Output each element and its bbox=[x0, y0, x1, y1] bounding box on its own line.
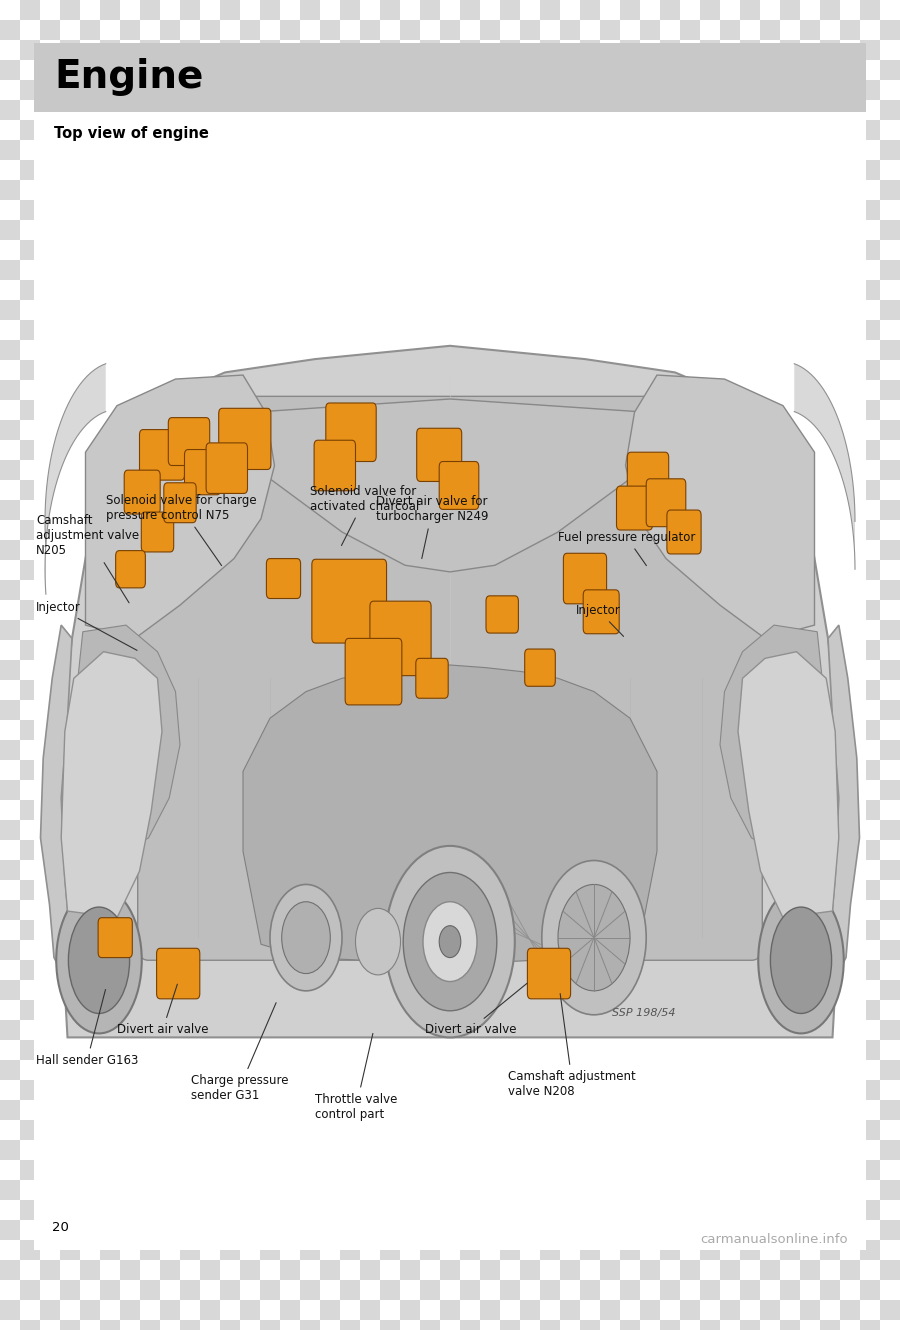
Text: Hall sender G163: Hall sender G163 bbox=[36, 990, 139, 1067]
FancyBboxPatch shape bbox=[525, 649, 555, 686]
FancyBboxPatch shape bbox=[34, 43, 866, 112]
FancyBboxPatch shape bbox=[314, 440, 356, 491]
Polygon shape bbox=[86, 375, 274, 638]
Circle shape bbox=[356, 908, 400, 975]
FancyBboxPatch shape bbox=[370, 601, 431, 676]
FancyBboxPatch shape bbox=[563, 553, 607, 604]
FancyBboxPatch shape bbox=[312, 559, 387, 644]
Polygon shape bbox=[40, 625, 72, 978]
Ellipse shape bbox=[56, 887, 142, 1033]
Ellipse shape bbox=[770, 907, 832, 1013]
FancyBboxPatch shape bbox=[140, 430, 184, 480]
FancyBboxPatch shape bbox=[527, 948, 571, 999]
FancyBboxPatch shape bbox=[115, 551, 145, 588]
Polygon shape bbox=[828, 625, 859, 978]
Text: Top view of engine: Top view of engine bbox=[54, 125, 209, 141]
Text: Solenoid valve for
activated charcoal: Solenoid valve for activated charcoal bbox=[310, 484, 419, 545]
Text: Divert air valve: Divert air valve bbox=[425, 983, 527, 1036]
Polygon shape bbox=[54, 346, 846, 1037]
Polygon shape bbox=[626, 375, 814, 638]
Text: Fuel pressure regulator: Fuel pressure regulator bbox=[558, 531, 696, 565]
Circle shape bbox=[385, 846, 515, 1037]
FancyBboxPatch shape bbox=[164, 483, 196, 523]
FancyBboxPatch shape bbox=[616, 485, 652, 531]
FancyBboxPatch shape bbox=[138, 396, 762, 960]
FancyBboxPatch shape bbox=[439, 462, 479, 509]
FancyBboxPatch shape bbox=[266, 559, 301, 598]
FancyBboxPatch shape bbox=[168, 418, 210, 466]
Text: carmanualsonline.info: carmanualsonline.info bbox=[700, 1233, 848, 1246]
Polygon shape bbox=[720, 625, 824, 854]
FancyBboxPatch shape bbox=[627, 452, 669, 500]
Text: Injector: Injector bbox=[576, 604, 624, 637]
Circle shape bbox=[270, 884, 342, 991]
FancyBboxPatch shape bbox=[646, 479, 686, 527]
Text: Camshaft adjustment
valve N208: Camshaft adjustment valve N208 bbox=[508, 994, 636, 1099]
FancyBboxPatch shape bbox=[98, 918, 132, 958]
Polygon shape bbox=[252, 399, 648, 572]
Text: Engine: Engine bbox=[54, 59, 203, 96]
Circle shape bbox=[558, 884, 630, 991]
FancyBboxPatch shape bbox=[345, 638, 401, 705]
Circle shape bbox=[282, 902, 330, 974]
Text: Divert air valve for
turbocharger N249: Divert air valve for turbocharger N249 bbox=[376, 495, 489, 559]
FancyBboxPatch shape bbox=[486, 596, 518, 633]
Text: Throttle valve
control part: Throttle valve control part bbox=[315, 1033, 398, 1121]
Circle shape bbox=[542, 861, 646, 1015]
FancyBboxPatch shape bbox=[417, 428, 462, 481]
Ellipse shape bbox=[758, 887, 844, 1033]
Text: SSP 198/54: SSP 198/54 bbox=[612, 1008, 676, 1019]
FancyBboxPatch shape bbox=[34, 43, 866, 1250]
FancyBboxPatch shape bbox=[326, 403, 376, 462]
Text: 20: 20 bbox=[52, 1221, 69, 1234]
FancyBboxPatch shape bbox=[141, 512, 174, 552]
FancyBboxPatch shape bbox=[184, 450, 220, 495]
Text: Camshaft
adjustment valve
N205: Camshaft adjustment valve N205 bbox=[36, 515, 140, 602]
FancyBboxPatch shape bbox=[206, 443, 248, 493]
Circle shape bbox=[403, 872, 497, 1011]
FancyBboxPatch shape bbox=[124, 471, 160, 515]
FancyBboxPatch shape bbox=[157, 948, 200, 999]
Polygon shape bbox=[61, 652, 162, 918]
Polygon shape bbox=[738, 652, 839, 918]
Text: Charge pressure
sender G31: Charge pressure sender G31 bbox=[191, 1003, 288, 1103]
Circle shape bbox=[439, 926, 461, 958]
FancyBboxPatch shape bbox=[667, 511, 701, 555]
FancyBboxPatch shape bbox=[219, 408, 271, 469]
Text: Divert air valve: Divert air valve bbox=[117, 984, 209, 1036]
Circle shape bbox=[423, 902, 477, 982]
Polygon shape bbox=[76, 625, 180, 854]
Ellipse shape bbox=[68, 907, 130, 1013]
Text: Solenoid valve for charge
pressure control N75: Solenoid valve for charge pressure contr… bbox=[106, 493, 256, 565]
Polygon shape bbox=[243, 665, 657, 964]
Text: Injector: Injector bbox=[36, 601, 137, 650]
FancyBboxPatch shape bbox=[583, 591, 619, 633]
FancyBboxPatch shape bbox=[416, 658, 448, 698]
